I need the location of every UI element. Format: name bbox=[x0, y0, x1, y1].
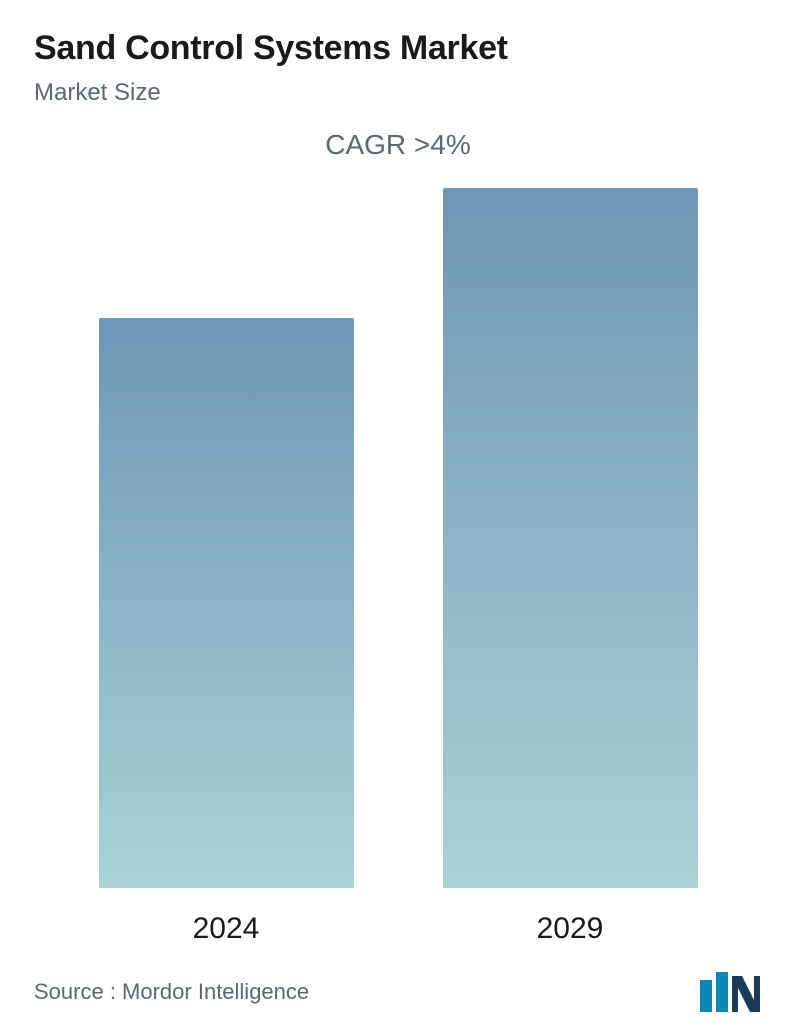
bar-label-2029: 2029 bbox=[443, 912, 698, 946]
subtitle: Market Size bbox=[34, 79, 762, 107]
page-title: Sand Control Systems Market bbox=[34, 28, 762, 69]
x-axis-labels: 2024 2029 bbox=[34, 912, 762, 946]
footer: Source : Mordor Intelligence bbox=[34, 966, 762, 1014]
mordor-logo-icon bbox=[698, 970, 762, 1014]
bars-group bbox=[34, 181, 762, 888]
source-text: Source : Mordor Intelligence bbox=[34, 979, 309, 1005]
bar-2029 bbox=[443, 188, 698, 888]
bar-chart: 2024 2029 bbox=[34, 181, 762, 958]
chart-container: Sand Control Systems Market Market Size … bbox=[0, 0, 796, 1034]
cagr-label: CAGR >4% bbox=[34, 129, 762, 161]
bar-2024 bbox=[99, 318, 354, 888]
bar-label-2024: 2024 bbox=[99, 912, 354, 946]
